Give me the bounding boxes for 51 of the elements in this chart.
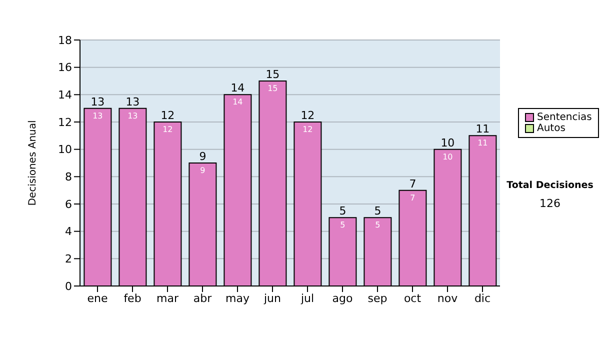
total-label: 5 bbox=[374, 204, 382, 218]
data-label: 7 bbox=[410, 193, 416, 202]
y-tick-label: 16 bbox=[58, 61, 72, 74]
x-tick-label: abr bbox=[193, 292, 212, 305]
x-tick-label: nov bbox=[437, 292, 458, 305]
legend-label: Sentencias bbox=[537, 112, 592, 123]
total-label: 5 bbox=[339, 204, 346, 218]
data-label: 11 bbox=[478, 138, 488, 148]
y-axis-title: Decisiones Anual bbox=[28, 120, 39, 206]
y-tick-label: 18 bbox=[58, 34, 72, 47]
data-label: 14 bbox=[232, 98, 243, 107]
data-label: 13 bbox=[92, 111, 103, 120]
data-label: 9 bbox=[200, 166, 206, 175]
text: Total Decisiones bbox=[506, 180, 594, 191]
data-label: 5 bbox=[375, 220, 380, 230]
x-tick-label: jul bbox=[300, 292, 314, 305]
x-tick-label: dic bbox=[474, 292, 491, 305]
y-tick-label: 6 bbox=[65, 198, 72, 211]
data-label: 12 bbox=[302, 125, 313, 134]
x-tick-label: ago bbox=[332, 292, 353, 305]
total-label: 12 bbox=[160, 109, 175, 122]
total-label: 13 bbox=[90, 95, 105, 108]
legend-label: Autos bbox=[537, 123, 566, 134]
total-label: 11 bbox=[476, 122, 490, 136]
x-tick-label: oct bbox=[404, 292, 422, 305]
y-tick-label: 0 bbox=[65, 280, 72, 293]
data-label: 15 bbox=[268, 84, 278, 93]
data-label: 13 bbox=[128, 111, 138, 120]
y-tick-label: 14 bbox=[58, 88, 72, 102]
total-label: 15 bbox=[266, 68, 280, 81]
y-tick-label: 2 bbox=[65, 252, 72, 266]
text: 126 bbox=[538, 197, 562, 210]
x-tick-label: ene bbox=[87, 292, 108, 305]
data-label: 5 bbox=[340, 220, 346, 230]
y-tick-label: 10 bbox=[58, 143, 72, 156]
y-tick-label: 8 bbox=[65, 170, 72, 184]
data-label: 12 bbox=[162, 125, 173, 134]
x-tick-label: feb bbox=[124, 292, 142, 305]
total-label: 12 bbox=[300, 109, 315, 122]
total-label: 14 bbox=[230, 82, 245, 95]
x-tick-label: jun bbox=[263, 292, 282, 305]
x-tick-label: sep bbox=[368, 292, 388, 305]
x-tick-label: mar bbox=[156, 292, 179, 305]
total-label: 10 bbox=[440, 136, 455, 150]
total-label: 9 bbox=[199, 150, 206, 163]
data-label: 10 bbox=[442, 152, 453, 162]
total-label: 7 bbox=[409, 177, 416, 190]
y-tick-label: 4 bbox=[65, 225, 72, 238]
x-tick-label: may bbox=[226, 292, 250, 305]
total-label: 13 bbox=[126, 95, 140, 108]
y-tick-label: 12 bbox=[58, 116, 72, 129]
